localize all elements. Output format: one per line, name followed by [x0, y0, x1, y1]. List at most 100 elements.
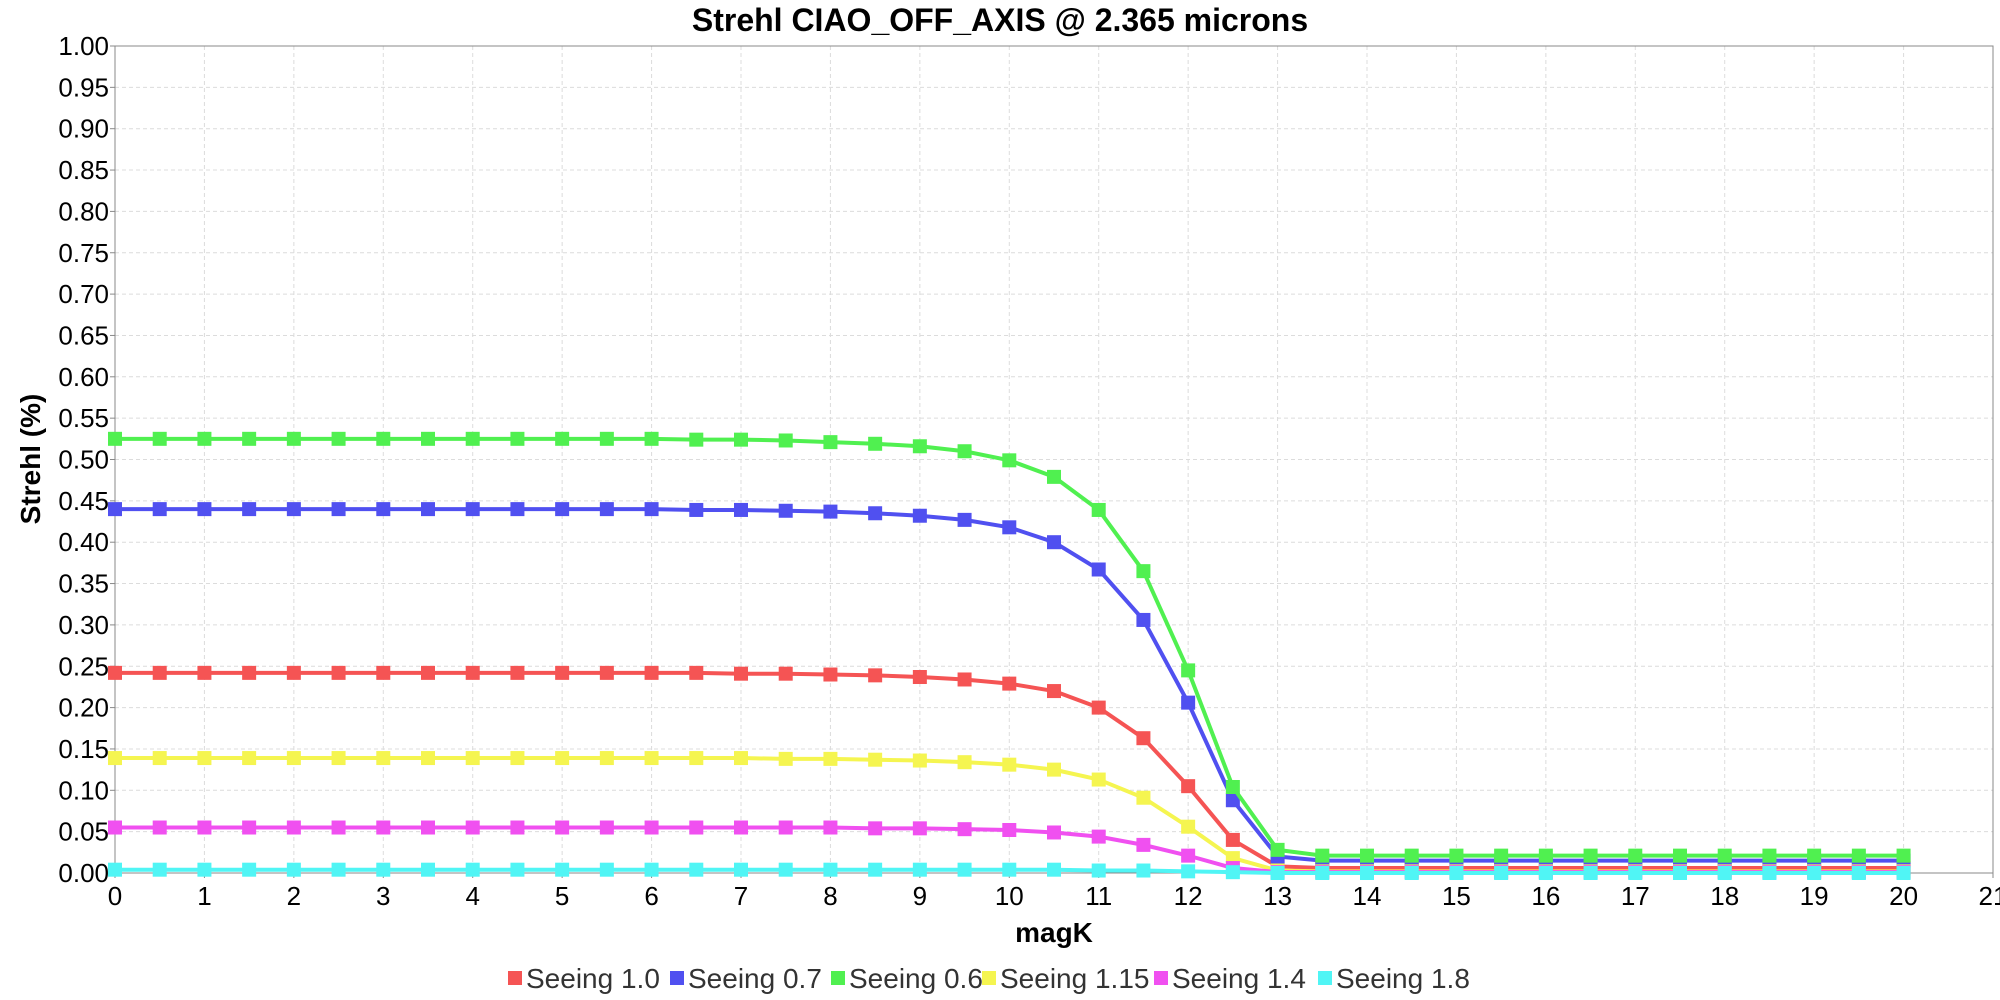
- data-point: [1002, 862, 1017, 877]
- data-point: [1181, 663, 1196, 678]
- data-point: [510, 502, 525, 517]
- data-point: [823, 820, 838, 835]
- data-point: [912, 508, 927, 523]
- y-tick-label: 0.20: [58, 693, 109, 723]
- data-point: [152, 431, 167, 446]
- data-point: [823, 435, 838, 450]
- data-point: [421, 665, 435, 680]
- x-tick-label: 17: [1621, 881, 1650, 911]
- data-point: [823, 504, 838, 519]
- data-point: [555, 820, 570, 835]
- data-point: [1270, 842, 1285, 857]
- data-point: [555, 751, 570, 766]
- data-point: [1538, 848, 1553, 863]
- data-point: [1673, 866, 1687, 880]
- data-point: [823, 667, 838, 682]
- legend-label: Seeing 0.6: [849, 963, 983, 994]
- data-point: [599, 665, 614, 680]
- x-tick-label: 8: [823, 881, 837, 911]
- x-tick-label: 18: [1710, 881, 1739, 911]
- data-point: [1136, 837, 1151, 852]
- data-point: [1673, 848, 1687, 863]
- data-point: [778, 503, 793, 518]
- data-point: [197, 862, 212, 877]
- x-tick-label: 16: [1531, 881, 1560, 911]
- data-point: [689, 820, 704, 835]
- data-point: [1002, 757, 1017, 772]
- data-point: [242, 862, 257, 877]
- data-point: [599, 862, 614, 877]
- data-point: [1494, 848, 1509, 863]
- x-tick-label: 20: [1889, 881, 1918, 911]
- data-point: [1360, 866, 1374, 880]
- data-point: [1181, 819, 1196, 834]
- data-point: [1181, 848, 1196, 863]
- data-point: [912, 753, 927, 768]
- legend-label: Seeing 1.8: [1336, 963, 1470, 994]
- data-point: [599, 502, 614, 517]
- data-point: [1181, 864, 1196, 879]
- data-point: [197, 665, 212, 680]
- data-point: [1002, 453, 1017, 468]
- data-point: [1315, 866, 1330, 880]
- data-point: [465, 820, 480, 835]
- data-point: [510, 665, 525, 680]
- data-point: [957, 862, 972, 877]
- data-point: [152, 751, 167, 766]
- y-tick-label: 0.95: [58, 72, 109, 102]
- y-tick-label: 0.75: [58, 238, 109, 268]
- data-point: [510, 820, 525, 835]
- data-point: [286, 820, 301, 835]
- data-point: [823, 751, 838, 766]
- data-point: [376, 820, 391, 835]
- data-point: [421, 431, 435, 446]
- data-point: [689, 751, 704, 766]
- y-tick-label: 0.30: [58, 610, 109, 640]
- data-point: [465, 665, 480, 680]
- data-point: [689, 432, 704, 447]
- data-point: [912, 862, 927, 877]
- data-point: [1181, 695, 1196, 710]
- x-tick-label: 4: [465, 881, 479, 911]
- data-point: [331, 665, 346, 680]
- data-point: [331, 431, 346, 446]
- data-point: [1762, 848, 1777, 863]
- x-tick-label: 9: [913, 881, 927, 911]
- y-tick-label: 0.45: [58, 486, 109, 516]
- y-tick-label: 0.55: [58, 403, 109, 433]
- data-point: [778, 820, 793, 835]
- data-point: [1628, 848, 1643, 863]
- x-tick-label: 15: [1442, 881, 1471, 911]
- data-point: [108, 820, 122, 835]
- data-point: [1181, 779, 1196, 794]
- series-seeing-0-6: [108, 431, 1911, 863]
- data-point: [823, 862, 838, 877]
- data-point: [1404, 866, 1419, 880]
- y-tick-label: 0.85: [58, 155, 109, 185]
- x-tick-label: 0: [108, 881, 122, 911]
- legend-item: Seeing 0.7: [670, 963, 822, 994]
- data-point: [1851, 866, 1866, 880]
- data-point: [286, 665, 301, 680]
- y-tick-label: 0.65: [58, 320, 109, 350]
- y-tick-label: 0.35: [58, 569, 109, 599]
- x-tick-label: 10: [995, 881, 1024, 911]
- y-tick-label: 0.00: [58, 858, 109, 888]
- data-point: [1091, 829, 1106, 844]
- data-point: [1717, 866, 1732, 880]
- data-point: [1315, 848, 1330, 863]
- legend-label: Seeing 0.7: [688, 963, 822, 994]
- data-point: [108, 502, 122, 517]
- data-point: [957, 755, 972, 770]
- y-tick-label: 0.25: [58, 651, 109, 681]
- data-point: [1360, 848, 1374, 863]
- data-point: [465, 502, 480, 517]
- data-point: [599, 820, 614, 835]
- chart-title: Strehl CIAO_OFF_AXIS @ 2.365 microns: [692, 2, 1308, 38]
- data-point: [197, 431, 212, 446]
- legend-item: Seeing 0.6: [831, 963, 983, 994]
- y-tick-label: 0.90: [58, 114, 109, 144]
- data-point: [957, 822, 972, 837]
- data-point: [734, 820, 748, 835]
- x-tick-label: 3: [376, 881, 390, 911]
